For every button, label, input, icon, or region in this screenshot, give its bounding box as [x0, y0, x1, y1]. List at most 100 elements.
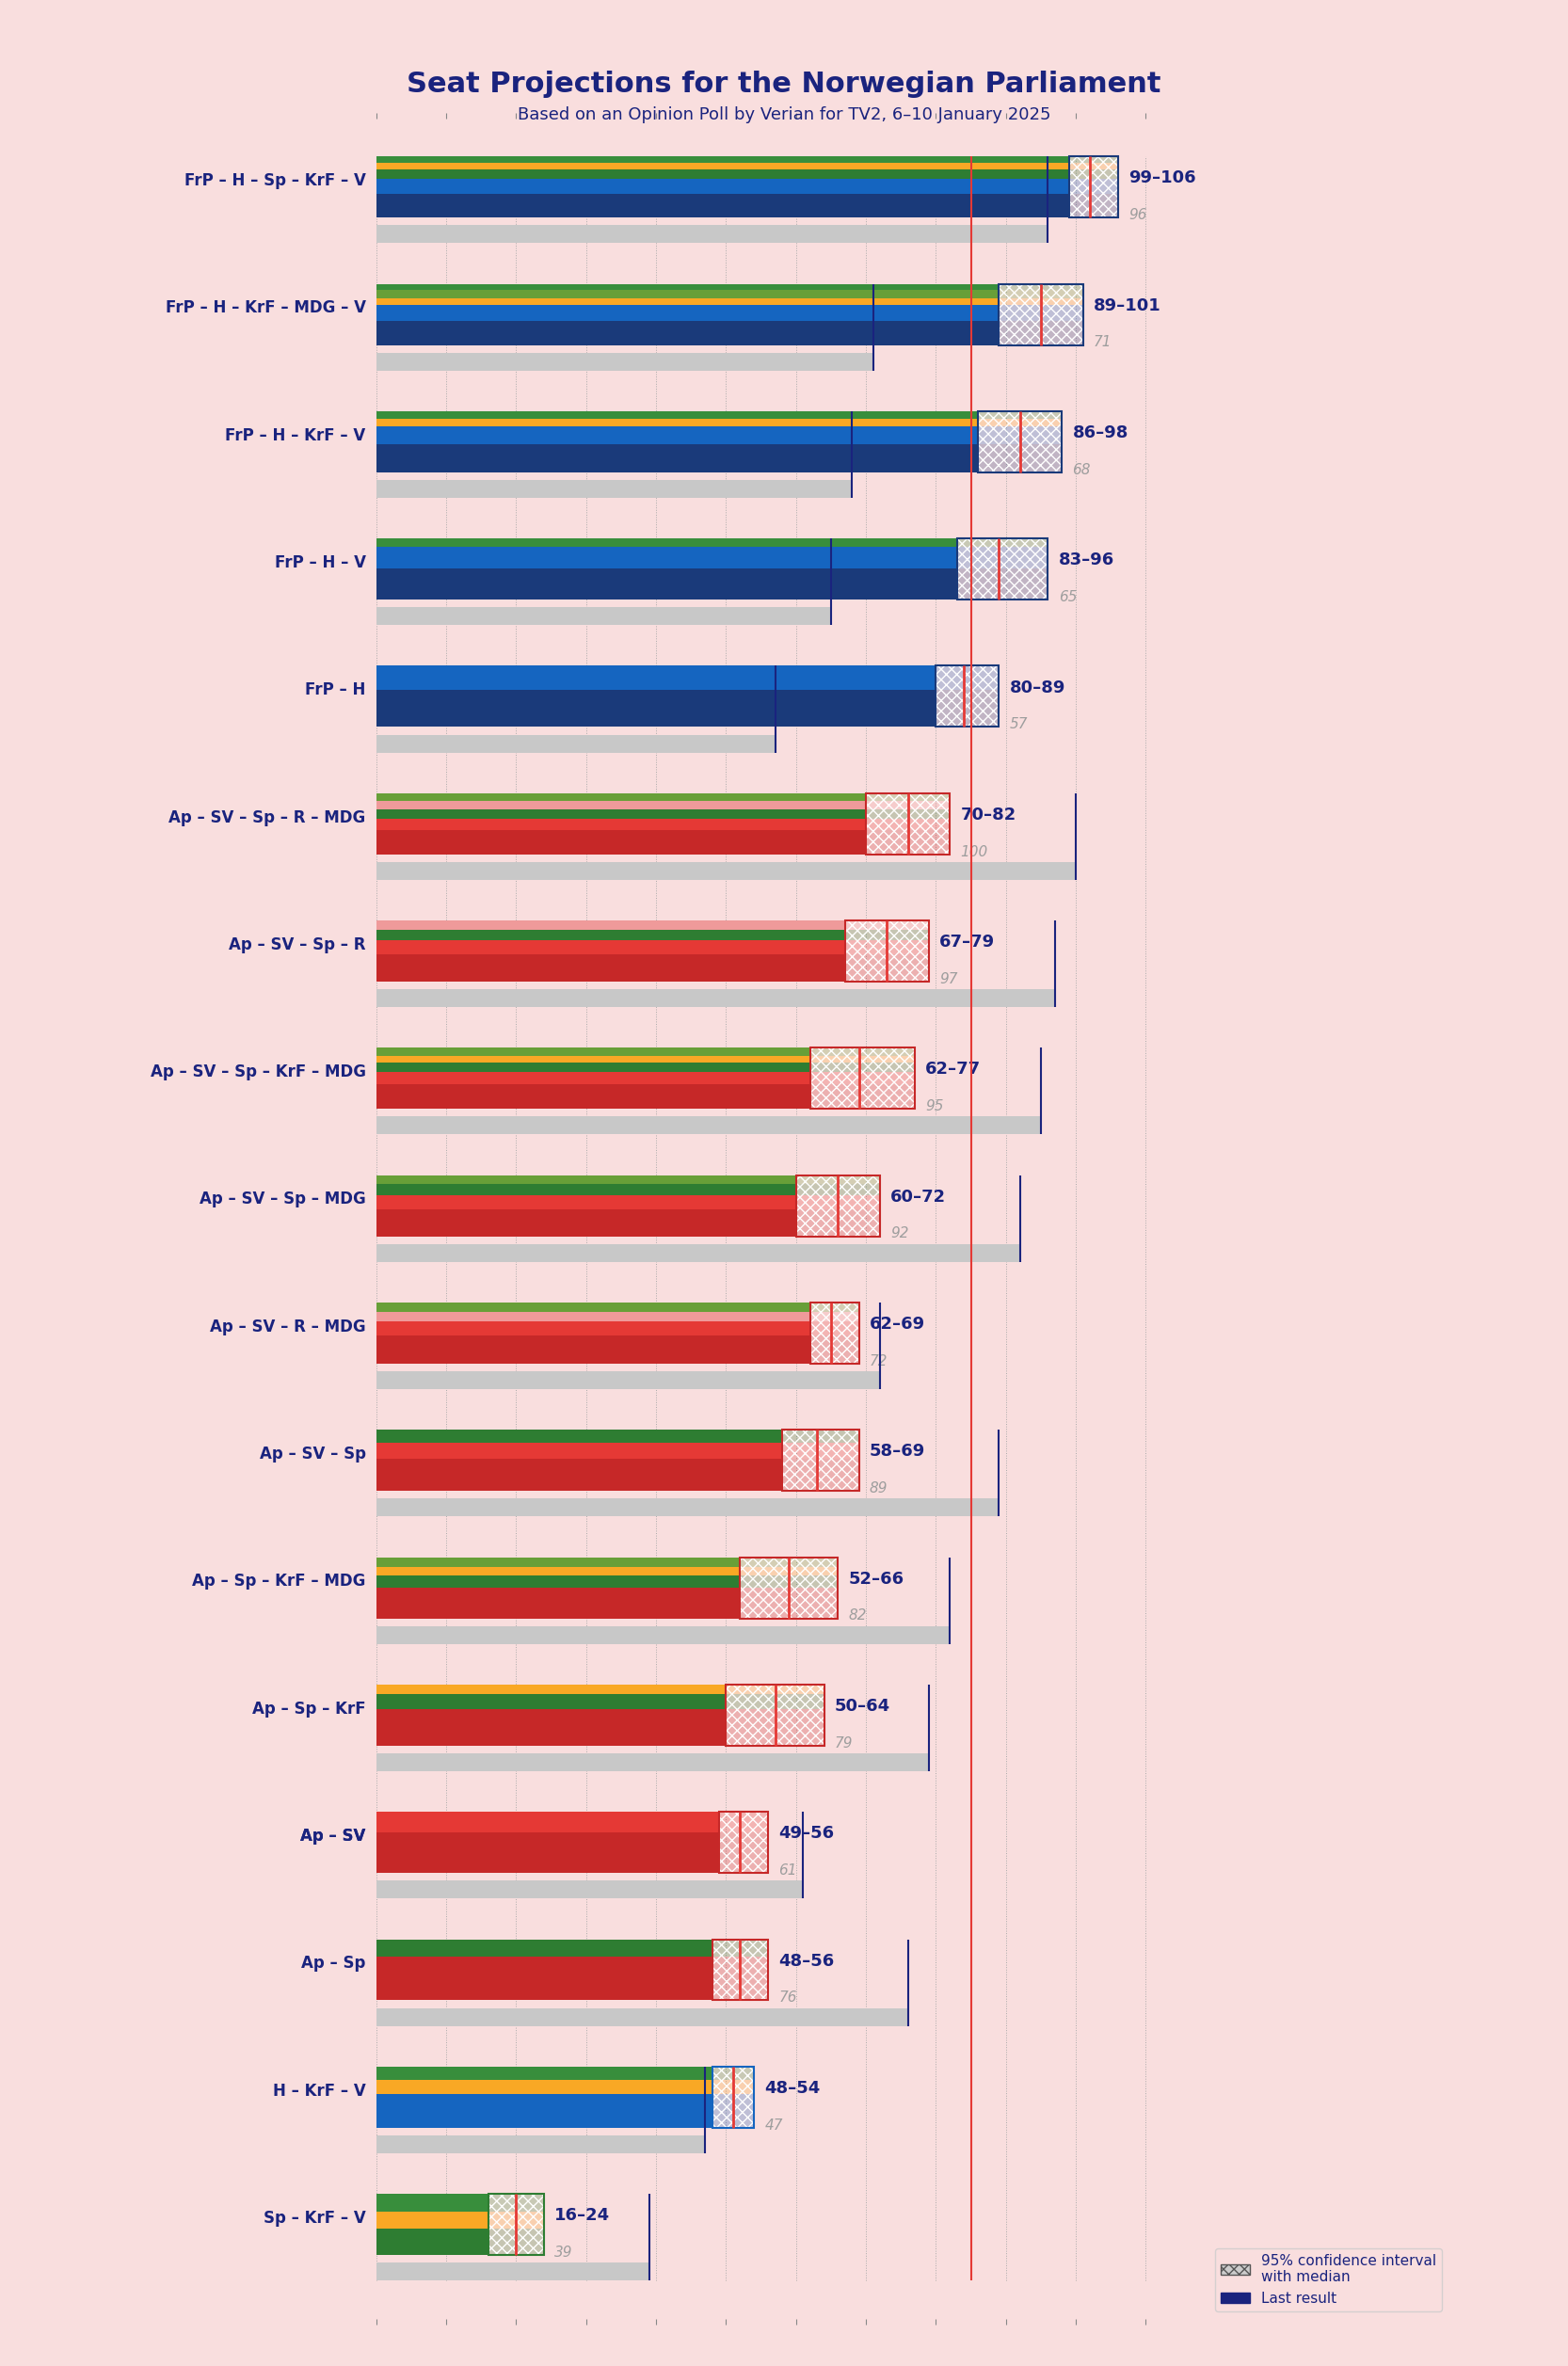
- Bar: [1069, 156, 1118, 218]
- Bar: [376, 1708, 726, 1746]
- Bar: [956, 539, 1047, 599]
- Text: 80–89: 80–89: [1010, 679, 1065, 696]
- Bar: [740, 1557, 837, 1618]
- Bar: [782, 1443, 859, 1460]
- Bar: [782, 1460, 859, 1491]
- Text: Based on an Opinion Poll by Verian for TV2, 6–10 January 2025: Based on an Opinion Poll by Verian for T…: [517, 106, 1051, 123]
- Text: 82: 82: [848, 1609, 867, 1623]
- Bar: [376, 2229, 488, 2255]
- Bar: [376, 2212, 488, 2229]
- Text: Ap – SV – Sp – R – MDG: Ap – SV – Sp – R – MDG: [169, 809, 365, 826]
- Bar: [936, 665, 999, 726]
- Bar: [978, 412, 1062, 419]
- Text: 83–96: 83–96: [1058, 551, 1115, 568]
- Bar: [978, 419, 1062, 426]
- Bar: [936, 665, 999, 691]
- Bar: [376, 1055, 811, 1062]
- Bar: [376, 480, 851, 497]
- Bar: [811, 1048, 916, 1110]
- Bar: [376, 2134, 706, 2153]
- Text: Ap – Sp: Ap – Sp: [301, 1954, 365, 1971]
- Bar: [488, 2229, 544, 2255]
- Bar: [376, 1304, 811, 1311]
- Text: 62–77: 62–77: [925, 1060, 982, 1079]
- Legend: 95% confidence interval
with median, Last result: 95% confidence interval with median, Las…: [1215, 2248, 1443, 2312]
- Bar: [720, 1812, 768, 1874]
- Text: 67–79: 67–79: [939, 935, 996, 951]
- Bar: [376, 1084, 811, 1110]
- Bar: [376, 930, 845, 942]
- Bar: [845, 942, 928, 953]
- Bar: [797, 1176, 880, 1237]
- Text: Sp – KrF – V: Sp – KrF – V: [263, 2210, 365, 2226]
- Bar: [1069, 156, 1118, 163]
- Bar: [376, 1429, 782, 1443]
- Bar: [999, 322, 1083, 345]
- Bar: [376, 2094, 712, 2127]
- Bar: [488, 2193, 544, 2255]
- Text: 60–72: 60–72: [891, 1188, 946, 1204]
- Bar: [376, 2009, 908, 2025]
- Text: 68: 68: [1073, 464, 1091, 478]
- Text: FrP – H – Sp – KrF – V: FrP – H – Sp – KrF – V: [185, 173, 365, 189]
- Bar: [726, 1685, 825, 1694]
- Bar: [376, 298, 999, 305]
- Bar: [376, 1881, 803, 1898]
- Text: 70–82: 70–82: [961, 807, 1016, 823]
- Bar: [376, 1072, 811, 1084]
- Text: Ap – SV – Sp – R: Ap – SV – Sp – R: [229, 937, 365, 953]
- Text: 65: 65: [1058, 589, 1077, 603]
- Text: 62–69: 62–69: [870, 1315, 925, 1332]
- Bar: [376, 539, 956, 547]
- Bar: [740, 1557, 837, 1566]
- Bar: [376, 1245, 1019, 1261]
- Bar: [376, 194, 1069, 218]
- Bar: [999, 284, 1083, 345]
- Bar: [999, 298, 1083, 305]
- Bar: [811, 1304, 859, 1363]
- Bar: [376, 1334, 811, 1363]
- Bar: [376, 353, 873, 371]
- Bar: [376, 322, 999, 345]
- Bar: [376, 861, 1076, 880]
- Bar: [845, 920, 928, 930]
- Bar: [720, 1831, 768, 1874]
- Bar: [376, 953, 845, 982]
- Bar: [376, 793, 866, 802]
- Bar: [376, 156, 1069, 163]
- Text: 86–98: 86–98: [1073, 424, 1129, 442]
- Bar: [956, 539, 1047, 547]
- Bar: [376, 942, 845, 953]
- Text: 72: 72: [870, 1353, 887, 1368]
- Bar: [376, 1694, 726, 1708]
- Bar: [376, 2262, 649, 2281]
- Bar: [1069, 177, 1118, 194]
- Text: 79: 79: [834, 1737, 853, 1751]
- Text: Ap – SV – R – MDG: Ap – SV – R – MDG: [210, 1318, 365, 1334]
- Bar: [376, 1576, 740, 1588]
- Bar: [712, 2080, 754, 2094]
- Bar: [811, 1048, 916, 1055]
- Bar: [999, 284, 1083, 291]
- Bar: [376, 168, 1069, 177]
- Bar: [712, 1940, 768, 1999]
- Text: 96: 96: [1129, 208, 1146, 222]
- Bar: [845, 930, 928, 942]
- Bar: [376, 1176, 797, 1185]
- Bar: [712, 2066, 754, 2127]
- Bar: [376, 989, 1055, 1008]
- Bar: [712, 1940, 768, 1999]
- Bar: [720, 1812, 768, 1874]
- Bar: [1069, 168, 1118, 177]
- Text: 52–66: 52–66: [848, 1571, 905, 1588]
- Bar: [376, 1048, 811, 1055]
- Bar: [376, 568, 956, 599]
- Bar: [376, 2066, 712, 2080]
- Bar: [999, 284, 1083, 345]
- Bar: [782, 1429, 859, 1443]
- Bar: [376, 802, 866, 809]
- Text: Ap – SV – Sp – MDG: Ap – SV – Sp – MDG: [199, 1190, 365, 1209]
- Bar: [866, 793, 950, 802]
- Bar: [797, 1209, 880, 1237]
- Bar: [797, 1195, 880, 1209]
